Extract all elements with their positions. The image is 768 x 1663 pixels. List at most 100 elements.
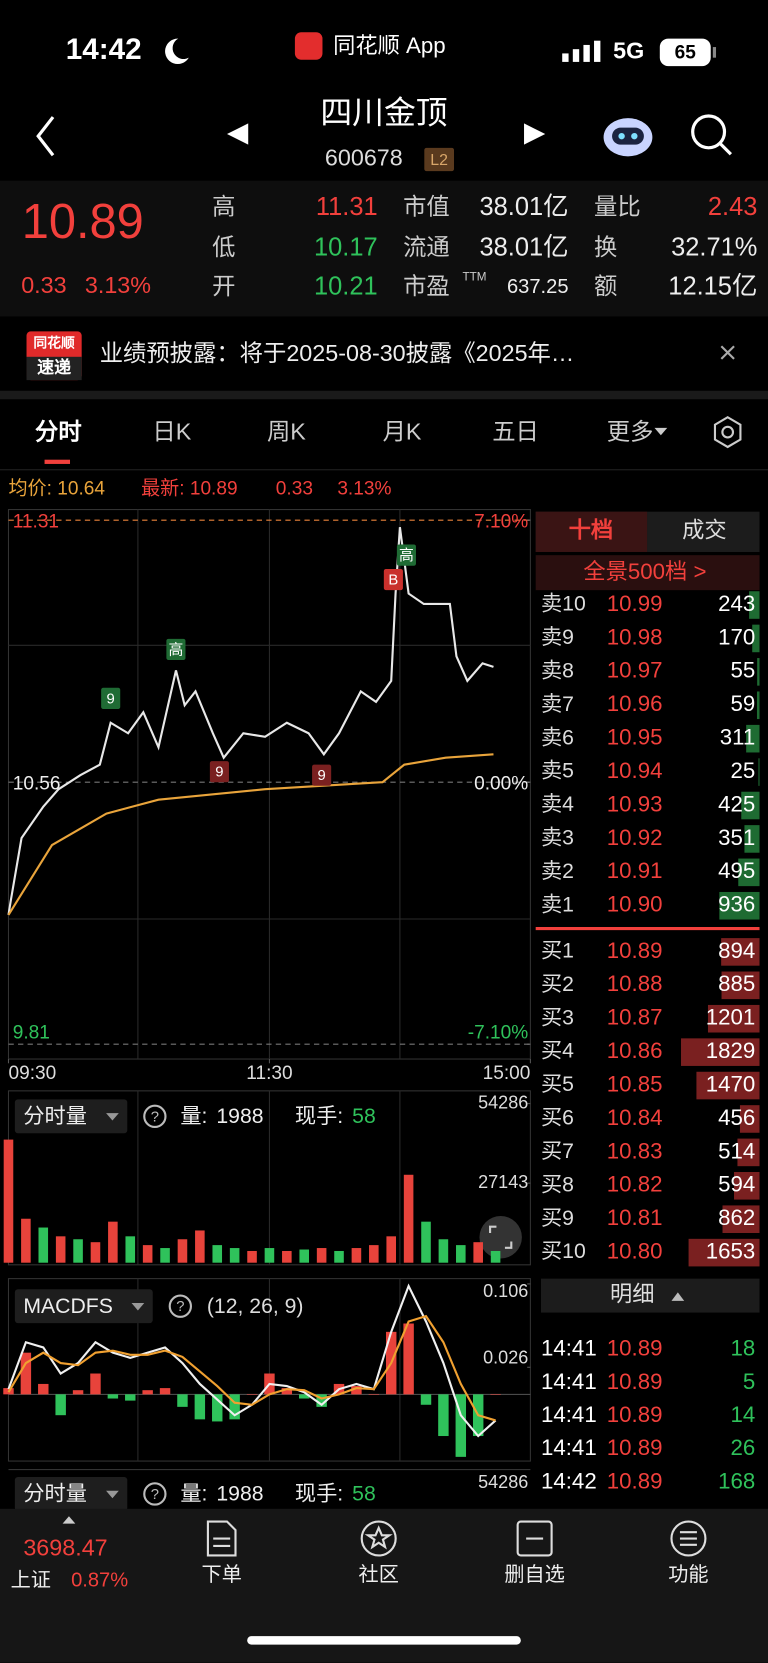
x-tick-label: 11:30 <box>246 1063 292 1084</box>
search-icon[interactable] <box>691 114 732 156</box>
annotation-box <box>312 764 332 786</box>
book-price: 10.85 <box>607 1071 663 1096</box>
macd-selector-arrow <box>131 1303 145 1311</box>
tab[interactable]: 更多 <box>607 418 654 444</box>
settings-icon[interactable] <box>713 416 742 449</box>
book-price: 10.91 <box>607 858 663 883</box>
nav-item[interactable]: 下单 <box>202 1563 242 1586</box>
news-close[interactable] <box>720 345 735 360</box>
book-level: 买1 <box>541 940 574 963</box>
macd-bar <box>72 1390 84 1395</box>
y-tick-label: 11.31 <box>13 511 59 532</box>
last-price: 10.89 <box>22 195 144 249</box>
macd-bar <box>229 1394 240 1420</box>
trade-price: 10.89 <box>607 1468 663 1493</box>
depth-link[interactable]: 全景500档 > <box>583 559 706 584</box>
macd-selector[interactable] <box>14 1289 153 1324</box>
volume-help[interactable] <box>143 1104 167 1128</box>
book-price: 10.97 <box>607 658 663 683</box>
nav-item[interactable]: 功能 <box>668 1563 708 1586</box>
book-tab[interactable]: 十档 <box>569 518 614 543</box>
details-header[interactable] <box>540 1278 760 1313</box>
book-price: 10.83 <box>607 1138 663 1163</box>
trade-volume: 18 <box>730 1336 755 1361</box>
volume-bar <box>737 1138 760 1167</box>
stat-label: 现手: <box>295 1482 343 1506</box>
panel2-title: 分时量 <box>23 1482 87 1506</box>
macd-params: (12, 26, 9) <box>207 1295 304 1318</box>
book-level: 买7 <box>541 1140 574 1163</box>
macd-bar <box>316 1394 327 1407</box>
book-tab[interactable]: 成交 <box>682 518 727 543</box>
volume-bar <box>21 1218 31 1263</box>
index-value[interactable]: 3698.47 <box>23 1534 107 1560</box>
annotation: 9 <box>107 691 115 707</box>
macd-bar <box>299 1394 310 1399</box>
book-level: 买2 <box>541 973 574 996</box>
separator <box>0 390 768 400</box>
book-volume: 425 <box>718 791 755 816</box>
volume-bar <box>177 1239 188 1263</box>
macd-bar <box>438 1394 449 1437</box>
volume-bar <box>473 1242 483 1263</box>
latest-price: 最新: 10.89 <box>141 477 237 499</box>
news-badge-bottom-text: 速递 <box>37 357 71 377</box>
macd-help[interactable] <box>168 1294 192 1318</box>
expand-button[interactable] <box>479 1216 522 1259</box>
volume-selector[interactable] <box>14 1099 128 1134</box>
volume-bar <box>160 1248 170 1263</box>
tab[interactable]: 分时 <box>35 418 82 444</box>
assistant-icon[interactable] <box>603 118 653 157</box>
tab-divider <box>0 469 768 471</box>
annotation-box <box>396 544 416 566</box>
book-price: 10.80 <box>607 1239 663 1264</box>
annotation-box <box>101 687 121 709</box>
macd-bar <box>403 1323 414 1395</box>
next-stock[interactable] <box>524 123 546 145</box>
panel2-arrow <box>106 1490 119 1499</box>
book-level: 买6 <box>541 1107 574 1130</box>
prev-stock[interactable] <box>227 123 249 145</box>
book-level: 买4 <box>541 1040 574 1063</box>
book-volume: 894 <box>718 938 755 963</box>
index-arrow <box>62 1516 76 1524</box>
tab[interactable]: 周K <box>267 418 306 444</box>
volume-bar <box>696 1071 760 1100</box>
summary-change-pct: 3.13% <box>337 478 391 499</box>
battery <box>659 38 711 67</box>
book-volume: 1470 <box>706 1071 756 1096</box>
macd-bar <box>20 1352 32 1395</box>
tab[interactable]: 日K <box>152 418 191 444</box>
more-arrow[interactable] <box>654 427 668 436</box>
volume-bar <box>438 1239 449 1263</box>
nav-item[interactable]: 删自选 <box>504 1563 564 1586</box>
trade-price: 10.89 <box>607 1435 663 1460</box>
trade-time: 14:41 <box>541 1402 597 1427</box>
index-name: 上证 <box>11 1568 51 1591</box>
tab[interactable]: 月K <box>383 418 422 444</box>
back-button[interactable] <box>36 116 55 157</box>
macd-bar <box>194 1394 206 1420</box>
news-text[interactable]: 业绩预披露：将于2025-08-30披露《2025年… <box>100 340 574 366</box>
book-level: 卖2 <box>541 859 574 883</box>
news-badge-top-text: 同花顺 <box>33 335 75 351</box>
volume-bar <box>721 971 760 1000</box>
y-tick-label: 0.106 <box>483 1281 528 1301</box>
macd-bar <box>55 1394 66 1416</box>
volume-bar <box>681 1038 760 1066</box>
panel2-selector[interactable] <box>14 1476 128 1511</box>
volume-bar <box>299 1249 310 1263</box>
volume-bar <box>707 1004 760 1033</box>
book-level: 卖9 <box>541 625 574 649</box>
y2-tick-label: -7.10% <box>468 1023 528 1044</box>
macd-bar <box>420 1394 432 1405</box>
volume-bar <box>229 1248 240 1263</box>
panel2-help[interactable] <box>143 1482 167 1506</box>
nav-item[interactable]: 社区 <box>359 1563 399 1586</box>
trade-time: 14:41 <box>541 1369 597 1394</box>
book-level: 卖7 <box>541 692 574 716</box>
book-volume: 936 <box>718 892 755 917</box>
tab[interactable]: 五日 <box>492 418 539 444</box>
